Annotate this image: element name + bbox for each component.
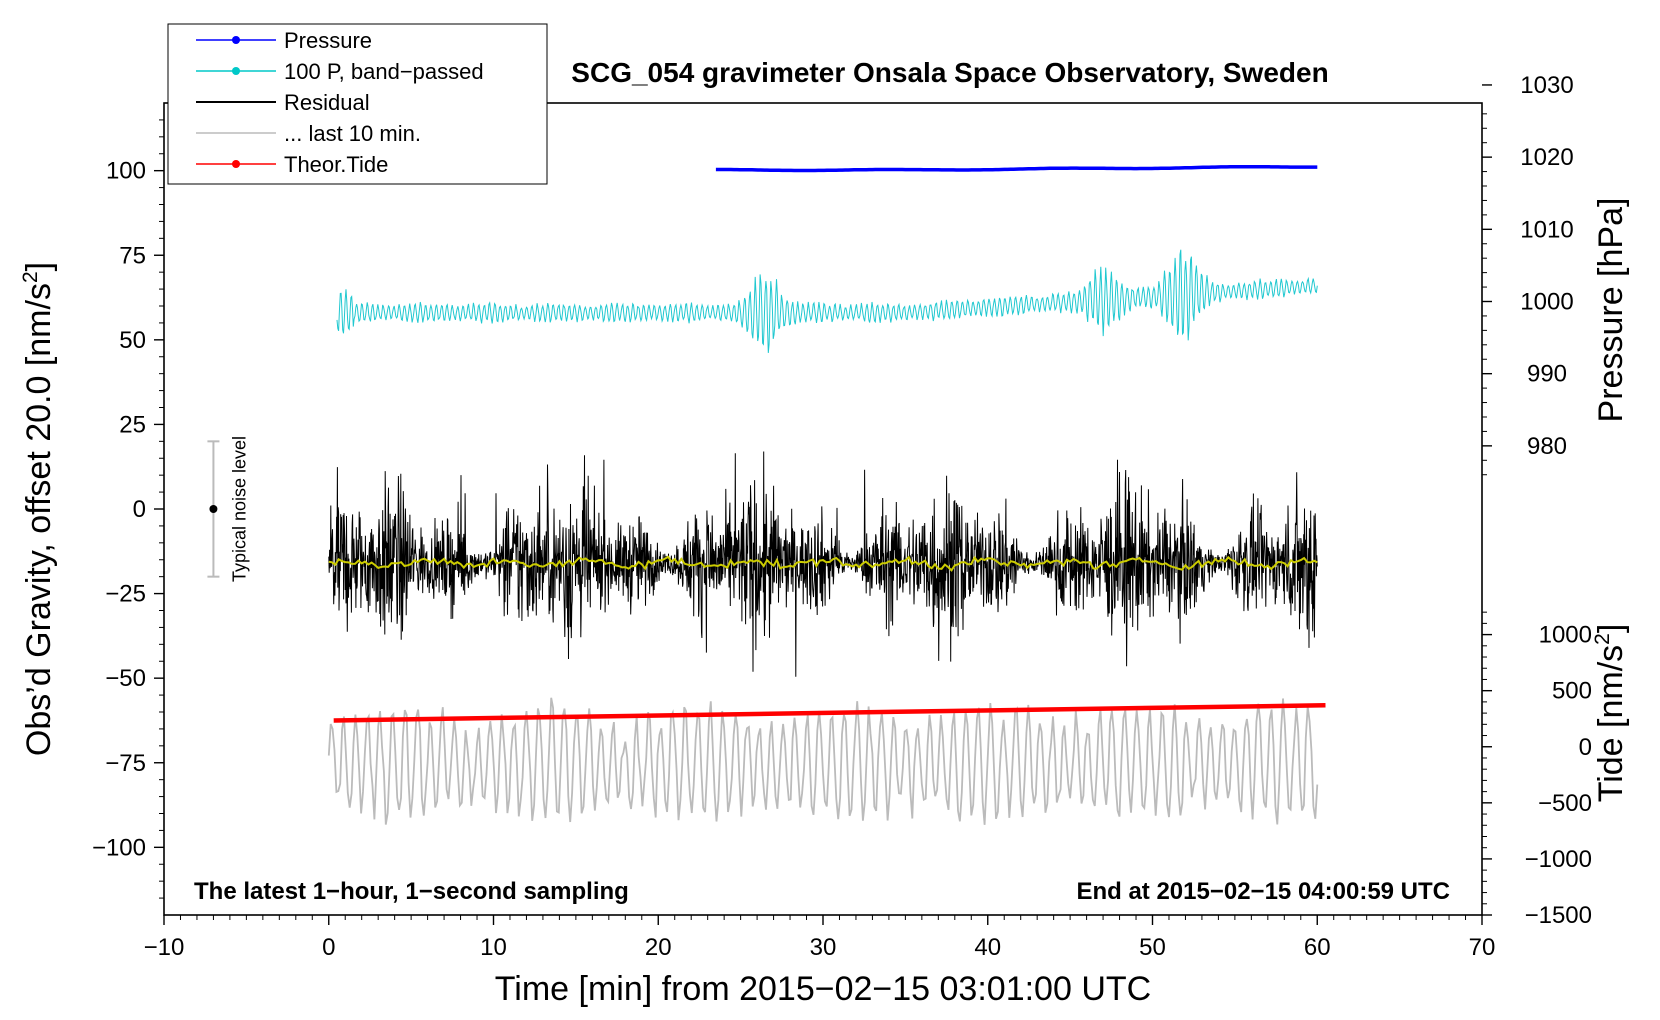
legend: Pressure 100 P, band−passed Residual ... la…	[167, 23, 548, 185]
y-tick-label: −25	[105, 581, 146, 608]
tide-axis-title-sup: 2	[1591, 633, 1614, 645]
legend-items: Pressure 100 P, band−passed Residual ... la…	[196, 28, 484, 177]
x-tick-label: 60	[1304, 934, 1331, 961]
legend-swatch-marker	[232, 67, 240, 75]
y-axis-title-left-sup: 2	[19, 271, 42, 283]
tide-tick-label: 0	[1579, 734, 1592, 761]
noise-label: Typical noise level	[229, 436, 249, 582]
noise-bar-center-dot	[209, 505, 218, 513]
y-tick-label: −100	[92, 834, 146, 861]
x-tick-label: 30	[810, 934, 837, 961]
legend-box	[167, 23, 548, 185]
y-axis-title-left-main: Obs’d Gravity, offset 20.0 [nm/s	[20, 283, 58, 756]
pressure-tick-label: 1020	[1520, 144, 1573, 171]
tide-tick-label: −500	[1538, 790, 1592, 817]
pressure-tick-label: 990	[1527, 361, 1567, 388]
tide-tick-label: −1000	[1525, 846, 1592, 873]
x-tick-label: 0	[322, 934, 335, 961]
x-tick-label: 70	[1469, 934, 1496, 961]
tide-tick-label: 500	[1552, 678, 1592, 705]
series-residual-smoothed-line	[328, 555, 1318, 572]
x-tick-label: 50	[1139, 934, 1166, 961]
pressure-axis-title: Pressure [hPa]	[1592, 198, 1630, 423]
legend-label: Residual	[284, 90, 370, 115]
x-tick-label: −10	[144, 934, 185, 961]
chart-title: SCG_054 gravimeter Onsala Space Observat…	[571, 57, 1328, 88]
legend-label: 100 P, band−passed	[284, 59, 484, 84]
tide-axis-title: Tide [nm/s2]	[1591, 624, 1630, 803]
y-axis-title-left-close: ]	[20, 262, 58, 271]
series-band-passed-pressure-line	[336, 249, 1318, 353]
pressure-tick-label: 980	[1527, 433, 1567, 460]
y-tick-label: 50	[119, 327, 146, 354]
x-tick-label: 10	[480, 934, 507, 961]
x-tick-label: 40	[974, 934, 1001, 961]
note-right: End at 2015−02−15 04:00:59 UTC	[1076, 878, 1450, 905]
tide-tick-label: −1500	[1525, 902, 1592, 929]
y-tick-label: 25	[119, 411, 146, 438]
series-layer	[327, 164, 1326, 825]
y-tick-label: −50	[105, 665, 146, 692]
pressure-tick-label: 1010	[1520, 216, 1573, 243]
pressure-tick-label: 1030	[1520, 72, 1573, 99]
y-tick-label: −75	[105, 750, 146, 777]
legend-swatch-marker	[232, 160, 240, 168]
y-tick-label: 100	[106, 158, 146, 185]
tide-axis-title-main: Tide [nm/s	[1592, 645, 1630, 802]
x-axis-title: Time [min] from 2015−02−15 03:01:00 UTC	[495, 970, 1151, 1008]
noise-level-indicator: Typical noise level	[207, 436, 249, 582]
series-theor-tide-line	[333, 702, 1326, 723]
y-axis-title-left: Obs’d Gravity, offset 20.0 [nm/s2]	[19, 262, 58, 756]
series-residual-line	[328, 451, 1318, 677]
pressure-tick-label: 1000	[1520, 288, 1573, 315]
y-tick-label: 75	[119, 242, 146, 269]
tide-tick-label: 1000	[1539, 622, 1592, 649]
series-last-10-min-line	[327, 697, 1319, 825]
plot-frame	[163, 102, 1483, 916]
legend-swatch-marker	[232, 36, 240, 44]
legend-label: Pressure	[284, 28, 372, 53]
tide-axis-title-close: ]	[1592, 624, 1630, 633]
x-tick-label: 20	[645, 934, 672, 961]
series-pressure-line	[715, 164, 1318, 173]
ticks-layer: −10 0 10 20 30 40 50 60 70−100−75−50−25025507510…	[92, 72, 1592, 961]
note-left: The latest 1−hour, 1−second sampling	[194, 878, 629, 905]
legend-label: Theor.Tide	[284, 152, 388, 177]
y-tick-label: 0	[133, 496, 146, 523]
legend-label: ... last 10 min.	[284, 121, 421, 146]
